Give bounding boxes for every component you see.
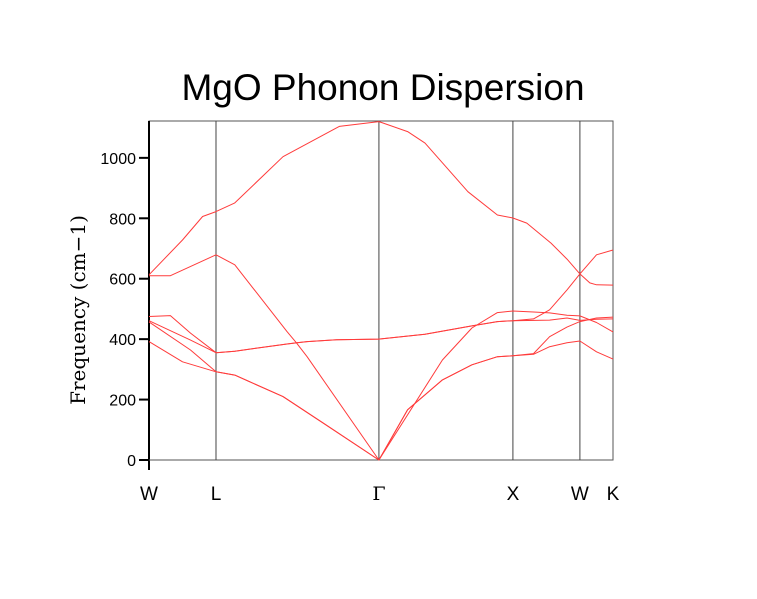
x-tick-label: W xyxy=(140,484,158,505)
dispersion-branch-6 xyxy=(148,121,614,286)
y-tick-label: 0 xyxy=(127,453,136,470)
y-tick-label: 400 xyxy=(109,332,136,349)
plot-frame xyxy=(148,120,614,470)
dispersion-branches xyxy=(148,121,614,461)
chart-title: MgO Phonon Dispersion xyxy=(181,67,584,108)
high-symmetry-lines xyxy=(215,121,581,460)
y-tick-label: 1000 xyxy=(100,151,136,168)
x-tick-label: X xyxy=(507,484,520,505)
dispersion-branch-1 xyxy=(148,340,614,461)
x-tick-label: K xyxy=(607,484,620,505)
y-axis-ticks: 0 200 400 600 800 1000 xyxy=(100,151,149,470)
dispersion-branch-3 xyxy=(148,310,614,461)
y-tick-label: 800 xyxy=(109,211,136,228)
dispersion-branch-4 xyxy=(148,315,614,354)
plot-border xyxy=(148,120,614,461)
dispersion-branch-5 xyxy=(149,249,614,344)
x-tick-label: Γ xyxy=(372,483,385,505)
y-tick-label: 600 xyxy=(109,272,136,289)
y-axis-label: Frequency (cm−1) xyxy=(66,215,90,405)
dispersion-branch-2 xyxy=(148,316,614,461)
y-tick-label: 200 xyxy=(109,393,136,410)
x-tick-label: L xyxy=(211,484,222,505)
x-tick-label: W xyxy=(571,484,589,505)
